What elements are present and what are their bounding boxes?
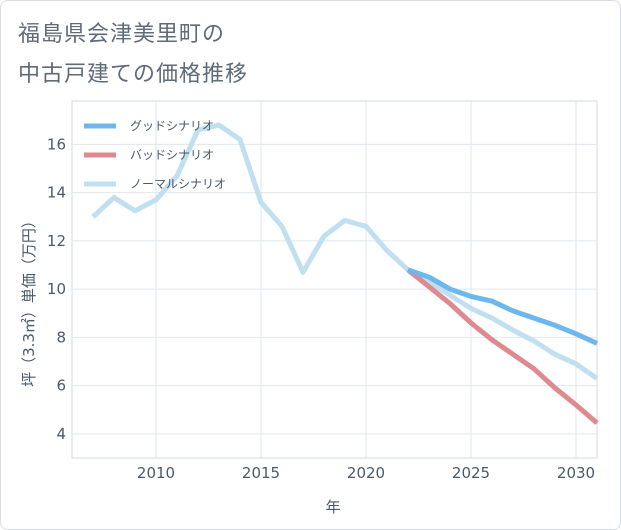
chart-title-line2: 中古戸建ての価格推移 (18, 62, 249, 87)
x-axis-title: 年 (325, 498, 340, 516)
y-tick-6: 6 (56, 377, 66, 395)
x-tick-2015: 2015 (242, 464, 280, 482)
chart-title-line1: 福島県会津美里町の (18, 22, 226, 47)
series-line-0 (407, 267, 599, 346)
x-tick-2030: 2030 (557, 464, 595, 482)
y-tick-10: 10 (47, 280, 66, 298)
y-tick-4: 4 (56, 425, 66, 443)
y-tick-12: 12 (47, 232, 66, 250)
axis-ticks: 2010 2015 2020 2025 2030 4 6 8 10 12 14 16 (47, 135, 595, 482)
legend-label-1: バッドシナリオ (130, 148, 214, 162)
x-tick-2025: 2025 (452, 464, 490, 482)
y-tick-16: 16 (47, 135, 66, 153)
x-tick-2020: 2020 (347, 464, 385, 482)
legend-label-0: グッドシナリオ (130, 119, 214, 133)
series-line-1 (406, 267, 599, 425)
legend-label-2: ノーマルシナリオ (130, 177, 226, 191)
plot-area-border (71, 100, 598, 459)
series-layer (91, 122, 599, 425)
y-tick-8: 8 (56, 328, 66, 346)
x-tick-2010: 2010 (137, 464, 175, 482)
y-axis-title: 坪（3.3㎡）単価（万円） (20, 213, 38, 387)
y-tick-14: 14 (47, 184, 66, 202)
series-line-2 (91, 122, 599, 381)
